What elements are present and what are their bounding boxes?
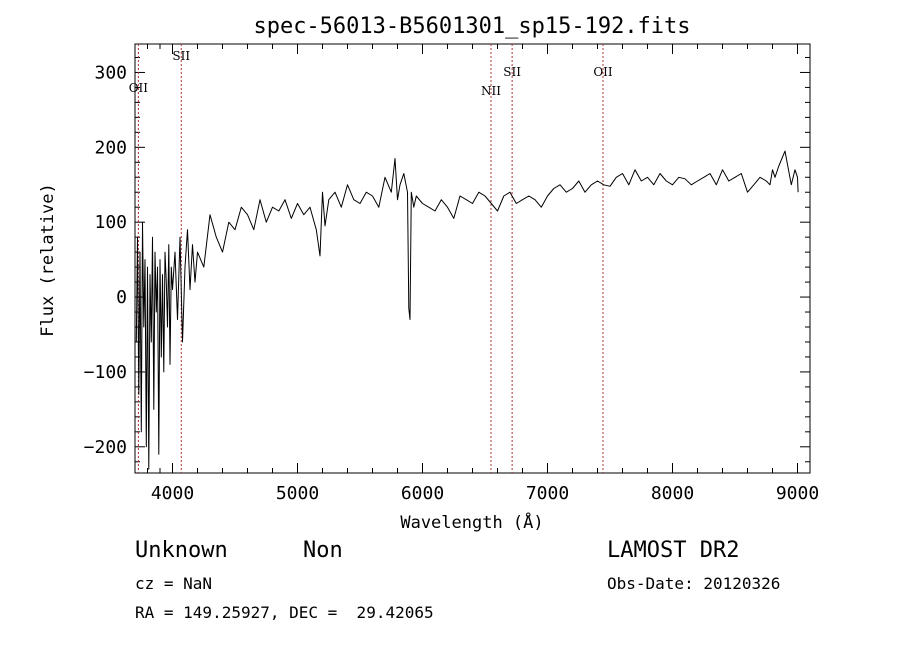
y-tick-label: −100 [84, 362, 127, 383]
y-tick-label: 100 [94, 212, 127, 233]
line-marker-label: SII [172, 49, 190, 63]
redshift-text: cz = NaN [135, 574, 213, 593]
line-marker-label: OII [129, 81, 149, 95]
classification-label: Unknown [135, 538, 228, 563]
chart-title: spec-56013-B5601301_sp15-192.fits [253, 14, 690, 39]
survey-label: LAMOST DR2 [607, 538, 740, 563]
line-marker-label: SII [503, 65, 521, 79]
plot-frame [134, 43, 811, 474]
plot-area: 4000 5000 6000 7000 8000 9000 −200 −100 0 100 200 3… [84, 43, 819, 504]
line-marker-label: OII [593, 65, 613, 79]
x-axis-label: Wavelength (Å) [400, 511, 543, 533]
x-tick-label: 9000 [776, 483, 819, 504]
y-tick-label: 0 [116, 287, 127, 308]
line-marker-label: NII [481, 84, 501, 98]
x-tick-label: 6000 [401, 483, 444, 504]
x-tick-label: 8000 [651, 483, 694, 504]
obs-date-text: Obs-Date: 20120326 [607, 574, 781, 593]
y-tick-label: −200 [84, 437, 127, 458]
x-tick-label: 4000 [151, 483, 194, 504]
y-tick-label: 300 [94, 62, 127, 83]
coordinates-text: RA = 149.25927, DEC = 29.42065 [135, 603, 434, 622]
subclass-label: Non [303, 538, 343, 563]
y-tick-label: 200 [94, 137, 127, 158]
y-axis-label: Flux (relative) [38, 183, 58, 337]
x-tick-label: 5000 [276, 483, 319, 504]
spectrum-line [135, 150, 799, 470]
x-tick-label: 7000 [526, 483, 569, 504]
